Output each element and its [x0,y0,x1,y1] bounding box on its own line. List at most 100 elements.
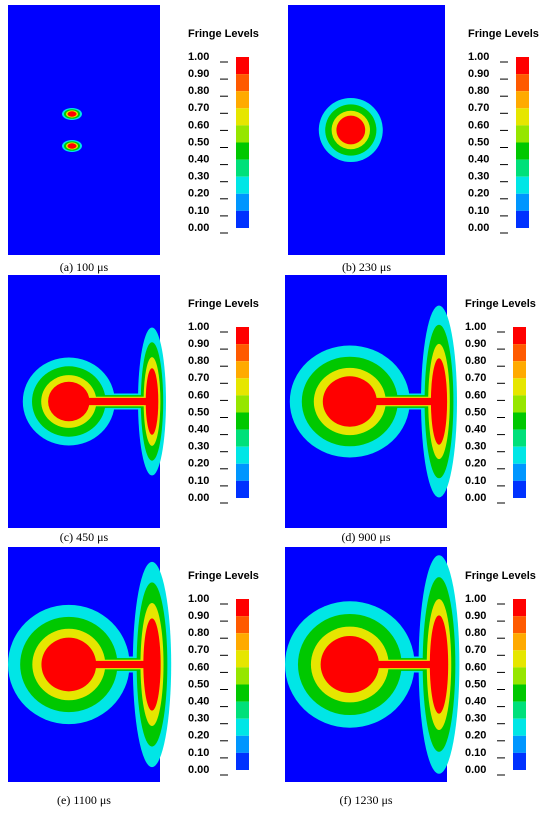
color-swatch [516,176,529,194]
color-swatch [516,91,529,109]
level-label: 0.20 [465,730,486,742]
level-label: 0.20 [465,458,486,470]
color-swatch [236,752,249,770]
legend-title: Fringe Levels [188,570,259,582]
level-label: 0.20 [188,458,209,470]
level-label: 0.00 [188,222,209,234]
color-swatch [516,125,529,143]
panel: Fringe Levels 1.00 0.90 0.80 0.70 0.60 0.50 0.4… [8,5,259,274]
color-swatch [513,735,526,753]
color-swatch [513,667,526,685]
level-label: 0.50 [188,678,209,690]
color-swatch [236,327,249,345]
level-label: 0.70 [188,102,209,114]
color-swatch [513,429,526,447]
level-label: 0.90 [465,338,486,350]
level-label: 0.70 [188,644,209,656]
color-swatch [236,210,249,228]
color-swatch [236,193,249,211]
caption: (e) 1100 μs [57,793,111,807]
color-swatch [236,446,249,464]
level-label: 0.80 [188,85,209,97]
color-swatch [513,752,526,770]
level-label: 0.90 [188,68,209,80]
color-swatch [513,650,526,668]
legend-title: Fringe Levels [468,28,539,40]
level-label: 0.50 [468,136,489,148]
panel: Fringe Levels 1.00 0.90 0.80 0.70 0.60 0.50 0.4… [285,275,536,544]
caption: (c) 450 μs [60,530,109,544]
level-label: 0.40 [188,696,209,708]
color-swatch [513,344,526,362]
color-swatch [513,480,526,498]
level-label: 0.90 [188,610,209,622]
level-label: 0.10 [188,747,209,759]
color-swatch [236,633,249,651]
level-label: 0.60 [188,389,209,401]
level-label: 0.70 [465,644,486,656]
level-label: 0.30 [465,441,486,453]
level-label: 1.00 [188,51,209,63]
color-swatch [516,193,529,211]
band [333,397,439,406]
band [53,660,153,669]
color-swatch [236,667,249,685]
level-label: 0.60 [468,119,489,131]
color-swatch [236,616,249,634]
level-label: 0.40 [188,154,209,166]
level-label: 0.80 [465,355,486,367]
level-label: 0.50 [465,678,486,690]
color-swatch [236,463,249,481]
blob [336,115,366,145]
color-swatch [513,412,526,430]
level-label: 0.10 [188,205,209,217]
color-swatch [513,633,526,651]
band [333,660,439,669]
color-swatch [513,616,526,634]
caption: (d) 900 μs [341,530,390,544]
blob [429,615,449,714]
color-swatch [516,142,529,160]
color-swatch [236,378,249,396]
level-label: 0.80 [465,627,486,639]
level-label: 0.00 [188,764,209,776]
level-label: 0.30 [188,441,209,453]
level-label: 0.90 [465,610,486,622]
level-label: 0.60 [465,661,486,673]
level-label: 0.00 [465,764,486,776]
color-swatch [236,91,249,109]
color-swatch [236,57,249,75]
level-label: 0.20 [188,730,209,742]
level-label: 0.80 [188,627,209,639]
color-swatch [513,378,526,396]
color-swatch [236,125,249,143]
band [53,397,153,406]
level-label: 0.50 [465,406,486,418]
level-label: 0.00 [465,492,486,504]
level-label: 0.20 [188,188,209,200]
level-label: 1.00 [465,593,486,605]
level-label: 0.10 [188,475,209,487]
color-swatch [236,176,249,194]
color-swatch [236,429,249,447]
color-swatch [236,344,249,362]
color-swatch [513,684,526,702]
color-swatch [513,361,526,379]
level-label: 0.30 [188,171,209,183]
color-swatch [516,74,529,92]
legend-title: Fringe Levels [188,298,259,310]
level-label: 1.00 [188,593,209,605]
legend-title: Fringe Levels [188,28,259,40]
level-label: 0.60 [188,119,209,131]
level-label: 0.30 [188,713,209,725]
level-label: 0.40 [465,424,486,436]
color-swatch [513,701,526,719]
level-label: 0.70 [465,372,486,384]
level-label: 0.80 [188,355,209,367]
color-swatch [513,395,526,413]
color-swatch [236,159,249,177]
level-label: 0.70 [188,372,209,384]
level-label: 0.40 [468,154,489,166]
blob [67,143,77,149]
panel: Fringe Levels 1.00 0.90 0.80 0.70 0.60 0.50 0.4… [8,547,259,807]
